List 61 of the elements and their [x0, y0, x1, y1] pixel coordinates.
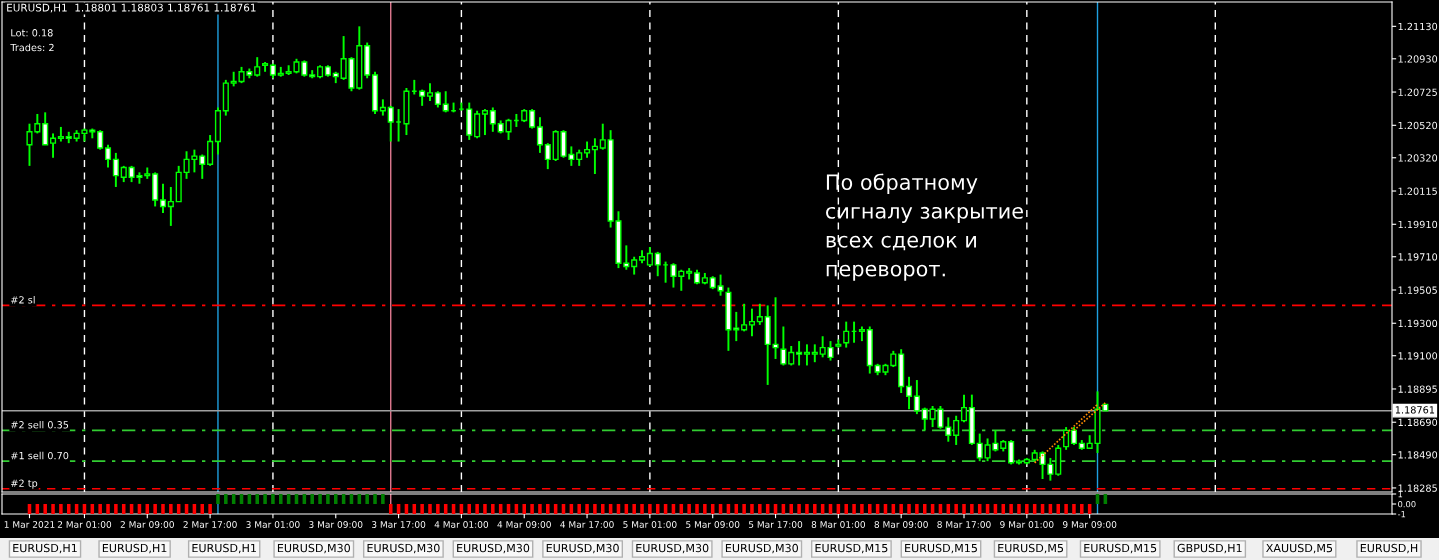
x-tick-label: 2 Mar 01:00	[57, 521, 112, 528]
text: EURUSD,M30	[277, 543, 350, 554]
text: GBPUSD,H1	[1177, 543, 1242, 554]
y-tick-label: 1.19710	[1398, 253, 1438, 261]
y-tick-label: 1.18490	[1398, 451, 1438, 459]
text: EURUSD,M15	[815, 543, 888, 554]
y-tick-label: 1.18690	[1398, 418, 1438, 427]
x-tick-label: 2 Mar 09:00	[120, 521, 174, 528]
chart-title: EURUSD,H1 1.18801 1.18803 1.18761 1.18761	[7, 3, 256, 13]
x-tick-label: 3 Mar 01:00	[246, 521, 300, 528]
text: EURUSD,M5	[998, 543, 1064, 554]
text: EURUSD,M15	[905, 543, 977, 554]
text: EURUSD,H	[1360, 543, 1418, 554]
text: EURUSD,M30	[457, 543, 530, 554]
x-tick-label: 2 Mar 17:00	[183, 521, 237, 528]
text: XAUUSD,M5	[1266, 543, 1333, 554]
text: EURUSD,H1	[192, 543, 256, 554]
annotation: Lot: 0.18	[11, 29, 53, 37]
y-tick-label: 1.20725	[1398, 88, 1437, 96]
x-tick-label: 3 Mar 17:00	[372, 521, 426, 528]
y-tick-label: 1.18895	[1398, 385, 1437, 393]
y-tick-label: 1.19300	[1398, 319, 1438, 328]
ref-line-label: #2 tp	[11, 479, 38, 489]
x-tick-label: 4 Mar 09:00	[497, 521, 551, 528]
text: EURUSD,M30	[546, 543, 619, 554]
y-tick-label: 1.20930	[1398, 55, 1438, 63]
text: EURUSD,M30	[367, 543, 440, 554]
ref-line-label: 1.18761	[1395, 406, 1435, 414]
ref-line-label: #2 sell 0.35	[11, 420, 69, 429]
x-tick-label: 5 Mar 17:00	[748, 521, 803, 528]
x-tick-label: 8 Mar 09:00	[874, 521, 928, 528]
x-tick-label: 4 Mar 01:00	[434, 521, 489, 528]
text: EURUSD,H1	[13, 543, 77, 554]
y-tick-label: 1.20320	[1398, 154, 1438, 162]
x-tick-label: 8 Mar 17:00	[937, 521, 991, 528]
x-tick-label: 1 Mar 2021	[4, 521, 55, 528]
text: EURUSD,M30	[725, 543, 798, 554]
y-tick-label: 1.19100	[1398, 352, 1438, 360]
y-tick-label: 1.20115	[1398, 187, 1437, 195]
annotation: По обратному сигналу закрытие всех сделок и переворот.	[826, 173, 1023, 281]
x-tick-label: 4 Mar 17:00	[560, 521, 614, 528]
x-tick-label: 8 Mar 01:00	[811, 521, 866, 528]
y-tick-label: 1	[1398, 491, 1403, 498]
y-tick-label: 1.19910	[1398, 220, 1438, 229]
y-tick-label: 1.19505	[1398, 286, 1437, 294]
x-tick-label: 9 Mar 01:00	[1000, 521, 1054, 528]
annotation: Trades: 2	[10, 43, 54, 52]
ref-line-label: #1 sell 0.70	[11, 451, 69, 460]
x-tick-label: 5 Mar 09:00	[686, 521, 740, 528]
x-tick-label: 9 Mar 09:00	[1062, 521, 1117, 528]
ref-line-label: #2 sl	[11, 296, 35, 304]
text: EURUSD,H1	[102, 543, 167, 554]
x-tick-label: 5 Mar 01:00	[623, 521, 677, 528]
text: EURUSD,M30	[636, 543, 709, 554]
y-tick-label: 1.21130	[1398, 22, 1438, 31]
y-tick-label: 1.18285	[1398, 484, 1437, 492]
y-tick-label: 0.00	[1398, 500, 1416, 508]
y-tick-label: -1	[1397, 511, 1406, 518]
y-tick-label: 1.20520	[1398, 121, 1438, 130]
text: EURUSD,M15	[1084, 543, 1157, 554]
x-tick-label: 3 Mar 09:00	[309, 521, 363, 528]
